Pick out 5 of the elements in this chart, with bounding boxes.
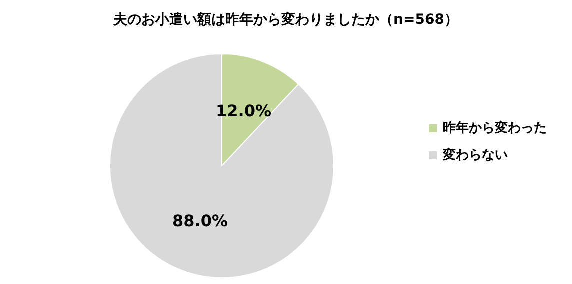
legend-label: 昨年から変わった — [443, 120, 547, 136]
data-label: 88.0% — [172, 211, 228, 230]
chart-title: 夫のお小遣い額は昨年から変わりましたか（n=568） — [112, 11, 458, 28]
data-label: 12.0% — [216, 102, 272, 121]
legend-label: 変わらない — [442, 147, 508, 163]
